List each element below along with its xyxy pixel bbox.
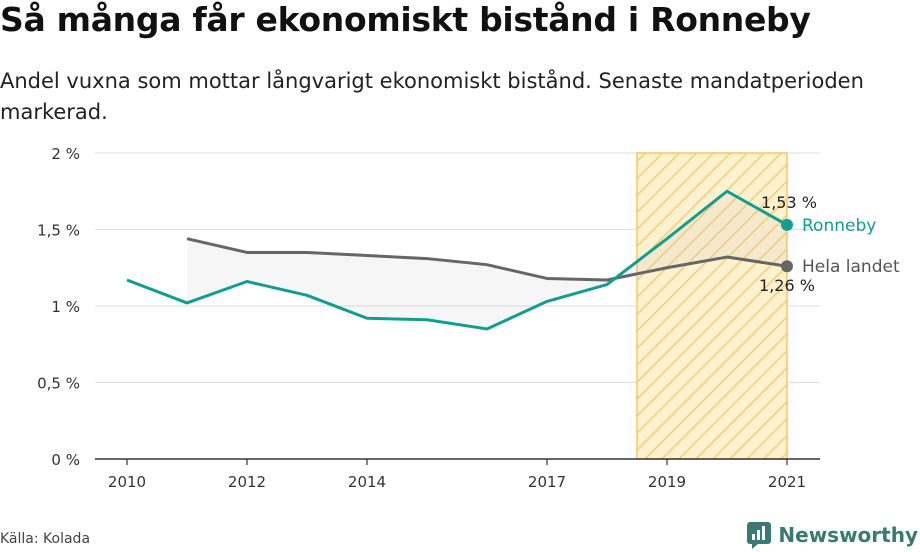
- x-tick-label: 2014: [348, 473, 386, 491]
- series-line-ronneby: [126, 189, 788, 331]
- series-line-hela-landet: [186, 237, 788, 282]
- series-name-ronneby: Ronneby: [802, 216, 876, 236]
- y-tick-label: 1,5 %: [37, 222, 80, 240]
- end-point-ronneby: [781, 218, 793, 231]
- value-label-ronneby: 1,53 %: [761, 193, 817, 212]
- x-tick-label: 2012: [228, 473, 266, 491]
- chart-title: Så många får ekonomiskt bistånd i Ronneb…: [0, 0, 811, 39]
- end-point-hela-landet: [781, 260, 793, 273]
- y-tick-label: 0 %: [51, 451, 80, 469]
- y-tick-label: 0,5 %: [37, 375, 80, 393]
- x-tick-label: 2021: [768, 473, 806, 491]
- y-tick-label: 2 %: [51, 145, 80, 163]
- brand-logo: Newsworthy: [746, 520, 918, 550]
- value-label-hela-landet: 1,26 %: [759, 276, 815, 295]
- newsworthy-logo-icon: [747, 522, 772, 549]
- series-name-hela-landet: Hela landet: [802, 257, 900, 277]
- y-tick-label: 1 %: [51, 298, 80, 316]
- difference-area: [187, 191, 787, 329]
- chart-subtitle: Andel vuxna som mottar långvarigt ekonom…: [0, 69, 864, 124]
- x-tick-label: 2017: [528, 473, 566, 491]
- brand-name: Newsworthy: [778, 523, 918, 547]
- x-tick-label: 2010: [108, 473, 146, 491]
- source-note: Källa: Kolada: [0, 531, 91, 547]
- x-tick-label: 2019: [648, 473, 686, 491]
